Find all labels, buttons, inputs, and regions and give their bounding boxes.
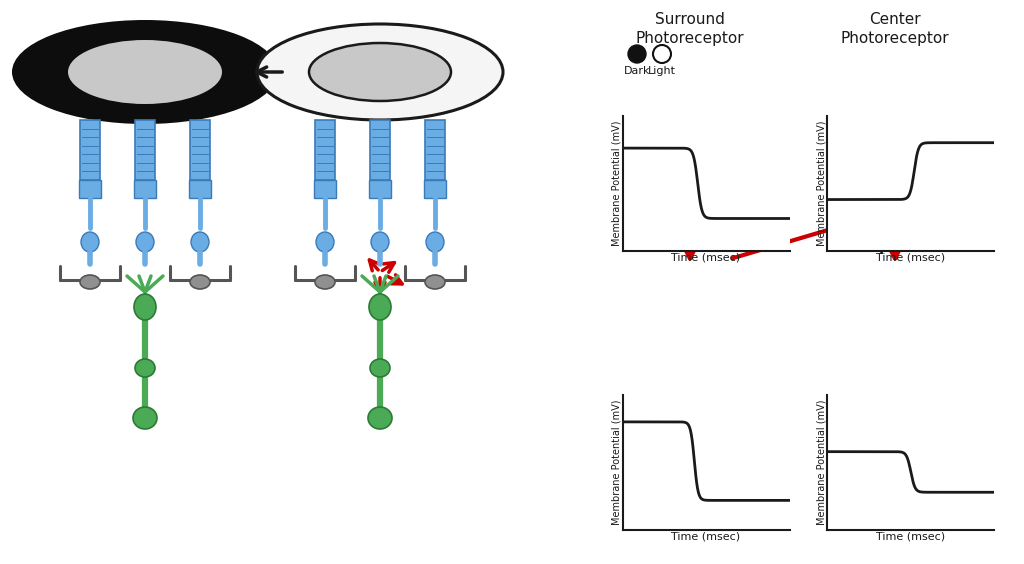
Text: ON bipolar cell: ON bipolar cell — [831, 239, 958, 254]
Text: Surround
Photoreceptor: Surround Photoreceptor — [636, 12, 744, 46]
Bar — [370, 120, 390, 180]
Y-axis label: Membrane Potential (mV): Membrane Potential (mV) — [816, 400, 826, 525]
Text: Center
Photoreceptor: Center Photoreceptor — [841, 12, 949, 46]
Bar — [79, 180, 101, 198]
Text: Light: Light — [648, 66, 676, 76]
Y-axis label: Membrane Potential (mV): Membrane Potential (mV) — [611, 121, 622, 246]
Ellipse shape — [369, 294, 391, 320]
Ellipse shape — [68, 40, 222, 104]
X-axis label: Time (msec): Time (msec) — [672, 252, 740, 262]
Y-axis label: Membrane Potential (mV): Membrane Potential (mV) — [816, 121, 826, 246]
Ellipse shape — [135, 359, 155, 377]
X-axis label: Time (msec): Time (msec) — [877, 531, 945, 541]
Circle shape — [653, 45, 671, 63]
Ellipse shape — [134, 294, 156, 320]
Ellipse shape — [12, 20, 278, 124]
Bar — [424, 180, 446, 198]
Y-axis label: Membrane Potential (mV): Membrane Potential (mV) — [611, 400, 622, 525]
Ellipse shape — [316, 232, 334, 252]
Bar — [369, 180, 391, 198]
X-axis label: Time (msec): Time (msec) — [877, 252, 945, 262]
Ellipse shape — [370, 359, 390, 377]
Ellipse shape — [257, 24, 503, 120]
Ellipse shape — [191, 232, 209, 252]
Text: Dark: Dark — [624, 66, 650, 76]
Ellipse shape — [309, 43, 451, 101]
Ellipse shape — [368, 407, 392, 429]
Bar — [135, 120, 155, 180]
Bar — [189, 180, 211, 198]
Circle shape — [628, 45, 646, 63]
Ellipse shape — [136, 232, 154, 252]
X-axis label: Time (msec): Time (msec) — [672, 531, 740, 541]
Ellipse shape — [425, 275, 445, 289]
Ellipse shape — [81, 232, 99, 252]
Text: Horizontal Cell: Horizontal Cell — [627, 239, 753, 254]
Ellipse shape — [133, 407, 157, 429]
Bar — [315, 120, 335, 180]
Ellipse shape — [426, 232, 444, 252]
Bar — [425, 120, 445, 180]
Ellipse shape — [190, 275, 210, 289]
Ellipse shape — [80, 275, 100, 289]
Ellipse shape — [371, 232, 389, 252]
Bar — [314, 180, 336, 198]
Bar — [134, 180, 156, 198]
Ellipse shape — [315, 275, 335, 289]
Bar — [190, 120, 210, 180]
Bar — [80, 120, 100, 180]
